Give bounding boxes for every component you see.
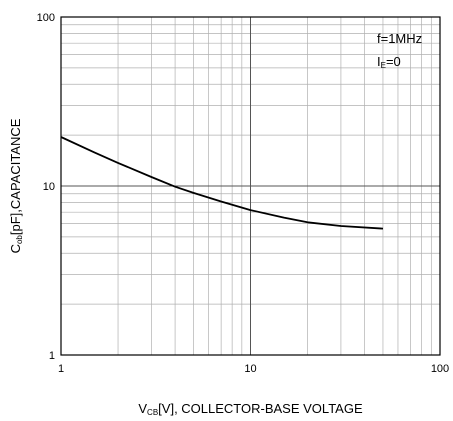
x-axis-label: VCB[V], COLLECTOR-BASE VOLTAGE	[138, 401, 363, 417]
condition-emitter-current: IE=0	[377, 54, 401, 70]
grid-lines	[61, 17, 440, 355]
y-axis-label-main: C	[8, 244, 23, 253]
y-axis-label-sub: ob	[15, 235, 24, 244]
condition-emitter-main: I	[377, 54, 381, 69]
series-layer	[60, 136, 384, 230]
condition-frequency: f=1MHz	[377, 31, 422, 46]
y-tick-label-10: 10	[43, 181, 55, 193]
y-tick-label-1: 1	[49, 350, 55, 362]
y-tick-label-100: 100	[37, 12, 55, 24]
condition-emitter-rest: =0	[386, 54, 401, 69]
x-axis-label-main: V	[138, 401, 147, 416]
x-tick-label-1: 1	[58, 363, 64, 375]
x-axis-label-rest: [V], COLLECTOR-BASE VOLTAGE	[158, 401, 363, 416]
x-tick-label-10: 10	[244, 363, 256, 375]
y-axis-label-rest: [pF],CAPACITANCE	[8, 118, 23, 235]
series-line-1	[60, 136, 384, 230]
y-axis-label: Cob[pF],CAPACITANCE	[8, 118, 24, 253]
plot-frame	[60, 16, 441, 356]
condition-emitter-sub: E	[381, 61, 386, 70]
x-tick-label-100: 100	[431, 363, 449, 375]
x-axis-label-sub: CB	[147, 408, 158, 417]
